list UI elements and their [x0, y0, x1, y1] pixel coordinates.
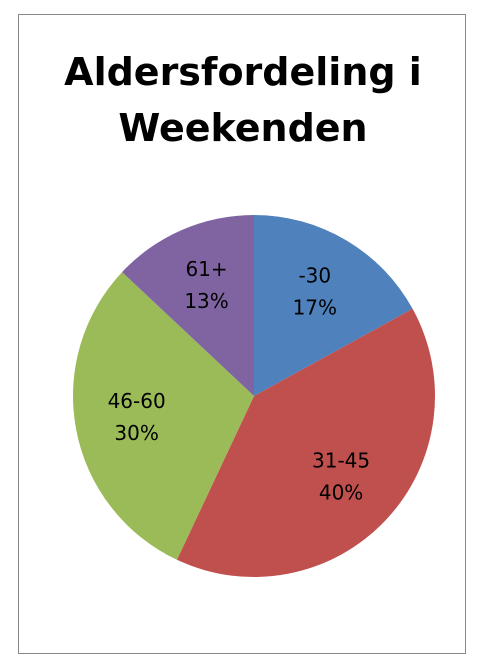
slice-value-label: 40% [319, 480, 363, 504]
slice-category-label: 46-60 [108, 389, 166, 413]
slice-value-label: 30% [114, 421, 158, 445]
slice-value-label: 13% [184, 289, 228, 313]
slice-category-label: 31-45 [312, 448, 370, 472]
slice-value-label: 17% [293, 296, 337, 320]
pie-slice [73, 272, 254, 560]
pie-slice [254, 215, 413, 396]
slice-category-label: -30 [298, 264, 331, 288]
chart-title: Aldersfordeling i Weekenden [64, 50, 422, 150]
pie-slice [122, 215, 255, 396]
chart: -30 17% 31-45 40% 46-60 30% 61+ 13% [73, 215, 436, 577]
pie-slice [176, 308, 436, 577]
slice-category-label: 61+ [185, 257, 227, 281]
